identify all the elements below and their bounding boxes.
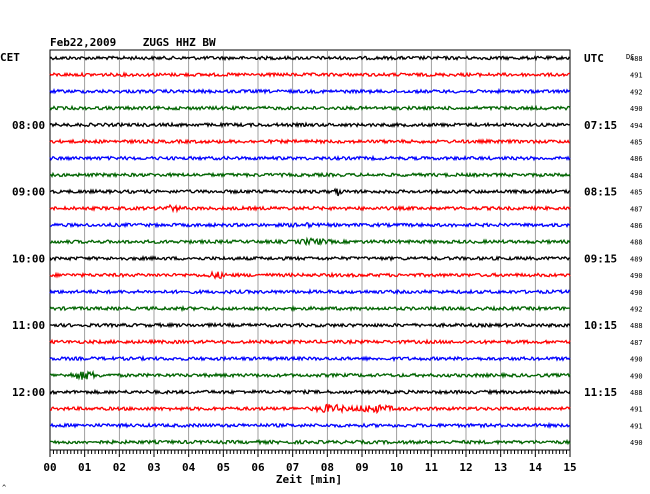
dc-value-label: 490 (630, 372, 643, 380)
dc-header-label: DC (626, 53, 634, 61)
dc-value-label: 488 (630, 239, 643, 247)
seismic-trace (49, 236, 571, 247)
seismic-trace (49, 421, 571, 430)
seismic-trace (49, 321, 571, 329)
seismic-trace (49, 121, 571, 129)
x-tick-label: 15 (563, 461, 576, 474)
left-time-label: 11:00 (12, 319, 45, 332)
left-time-label: 09:00 (12, 186, 45, 199)
dc-value-label: 485 (630, 189, 643, 197)
seismic-trace (49, 438, 571, 446)
dc-value-label: 491 (630, 422, 643, 430)
dc-value-label: 486 (630, 155, 643, 163)
x-axis: 00 01 02 03 04 05 06 07 08 09 10 11 12 13 14 15 (43, 449, 577, 474)
x-tick-label: 14 (529, 461, 543, 474)
left-time-label: 10:00 (12, 252, 45, 265)
x-axis-label: Zeit [min] (276, 473, 342, 486)
left-timezone-label: CET (0, 51, 20, 64)
x-tick-label: 07 (286, 461, 299, 474)
x-tick-label: 10 (390, 461, 403, 474)
seismic-trace (49, 171, 571, 179)
trace-group (49, 54, 571, 446)
seismic-trace (49, 54, 571, 62)
x-tick-label: 08 (321, 461, 334, 474)
left-time-label: 12:00 (12, 386, 45, 399)
dc-value-label: 487 (630, 339, 643, 347)
seismic-trace (49, 369, 571, 381)
seismic-trace (49, 154, 571, 162)
seismic-trace (49, 388, 571, 396)
seismic-trace (49, 104, 571, 112)
x-tick-label: 06 (251, 461, 265, 474)
left-time-label: 08:00 (12, 119, 45, 132)
dc-value-label: 484 (630, 172, 643, 180)
right-time-label: 08:15 (584, 186, 617, 199)
seismic-trace (49, 354, 571, 363)
dc-value-label: 492 (630, 306, 643, 314)
seismic-trace (49, 304, 571, 313)
x-tick-label: 13 (494, 461, 507, 474)
plot-title: Feb22,2009 ZUGS HHZ BW (50, 36, 216, 49)
dc-value-label: 488 (630, 55, 643, 63)
footer-mark: ^ (2, 484, 6, 492)
dc-value-label: 490 (630, 289, 643, 297)
seismic-trace (49, 187, 571, 197)
dc-value-label: 490 (630, 105, 643, 113)
seismic-trace (49, 71, 571, 79)
seismic-trace (49, 138, 571, 145)
x-tick-label: 03 (147, 461, 160, 474)
x-tick-label: 11 (425, 461, 439, 474)
right-time-label: 11:15 (584, 386, 617, 399)
seismic-trace (49, 270, 571, 280)
plot-frame (49, 49, 571, 451)
seismic-trace (49, 203, 571, 214)
right-time-label: UTC (584, 52, 604, 65)
dc-value-label: 488 (630, 322, 643, 330)
minute-grid (49, 49, 571, 451)
seismic-trace (49, 221, 571, 230)
dc-value-label: 488 (630, 389, 643, 397)
x-tick-label: 00 (43, 461, 56, 474)
right-time-label: 10:15 (584, 319, 617, 332)
seismic-trace (49, 288, 571, 296)
dc-value-label: 490 (630, 272, 643, 280)
seismic-trace (49, 403, 571, 415)
dc-value-label: 487 (630, 205, 643, 213)
right-time-label: 07:15 (584, 119, 617, 132)
dc-value-label: 485 (630, 139, 643, 147)
dc-value-label: 490 (630, 356, 643, 364)
dc-value-label: 492 (630, 88, 643, 96)
seismic-trace (49, 87, 571, 95)
x-tick-label: 02 (113, 461, 126, 474)
seismic-trace (49, 338, 571, 346)
dc-value-label: 486 (630, 222, 643, 230)
time-labels: 08:00 09:00 10:00 11:00 12:00 UTC 07:15 08:15 09… (12, 52, 643, 447)
x-tick-label: 05 (217, 461, 230, 474)
dc-value-label: 491 (630, 72, 643, 80)
x-tick-label: 09 (355, 461, 368, 474)
dc-value-label: 491 (630, 406, 643, 414)
x-tick-label: 01 (78, 461, 92, 474)
dc-value-label: 489 (630, 255, 643, 263)
x-tick-label: 04 (182, 461, 196, 474)
dc-value-label: 490 (630, 439, 643, 447)
x-tick-label: 12 (459, 461, 472, 474)
dc-value-label: 494 (630, 122, 643, 130)
right-time-label: 09:15 (584, 252, 617, 265)
seismic-trace (49, 255, 571, 262)
